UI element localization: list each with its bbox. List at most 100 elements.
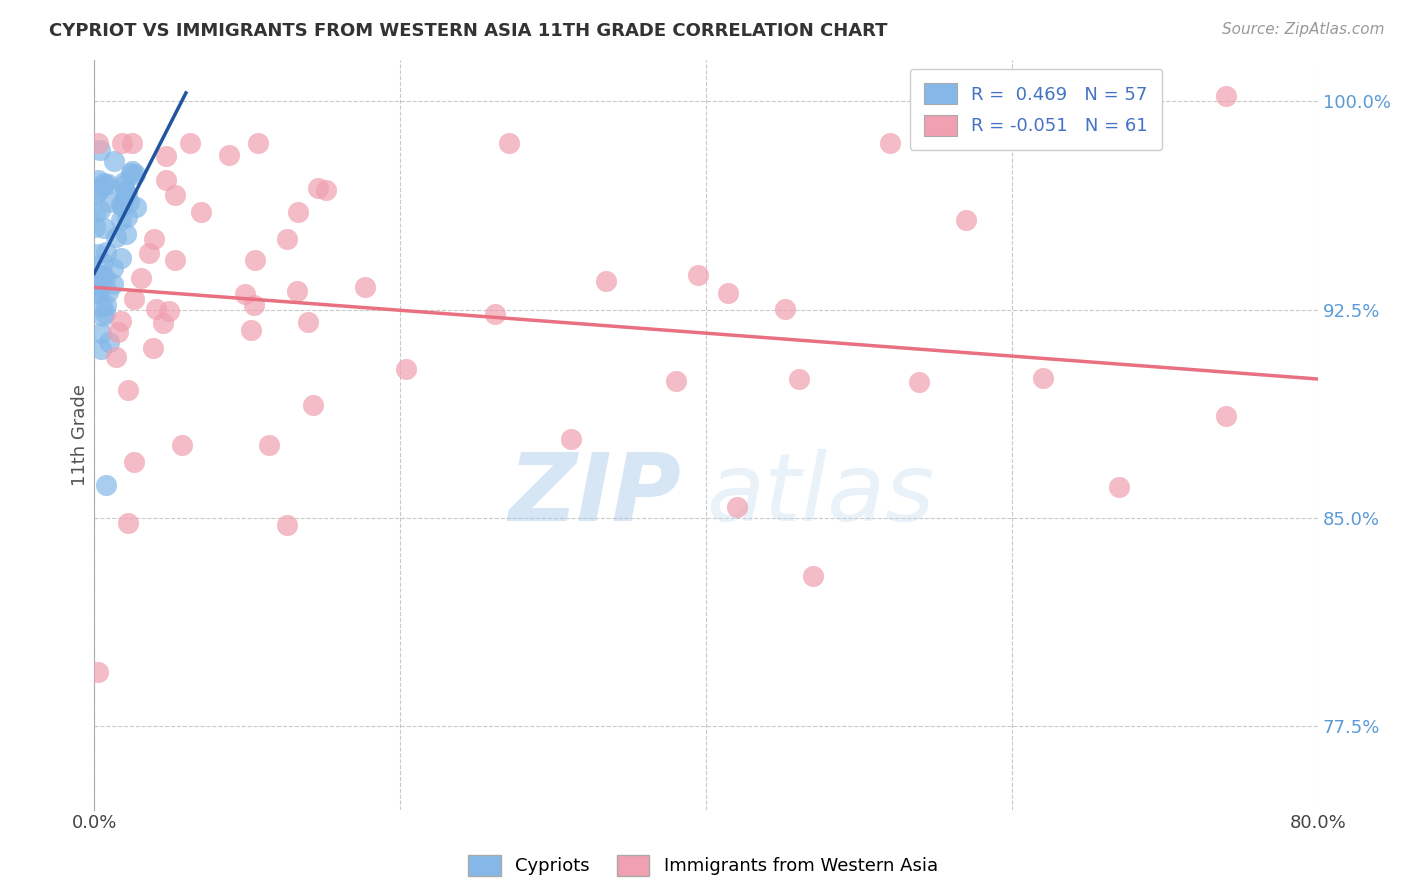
Point: [276, 232, 298, 246]
Point: [93, 176, 115, 190]
Y-axis label: 11th Grade: 11th Grade: [72, 384, 89, 485]
Point: [257, 438, 280, 452]
Text: atlas: atlas: [706, 449, 935, 540]
Point: [138, 246, 160, 260]
Point: [1108, 480, 1130, 494]
Point: [110, 314, 132, 328]
Point: [118, 194, 141, 209]
Point: [103, 154, 125, 169]
Point: [87, 285, 110, 300]
Text: CYPRIOT VS IMMIGRANTS FROM WESTERN ASIA 11TH GRADE CORRELATION CHART: CYPRIOT VS IMMIGRANTS FROM WESTERN ASIA …: [49, 22, 887, 40]
Point: [239, 323, 262, 337]
Point: [84, 285, 107, 300]
Point: [105, 230, 128, 244]
Point: [87, 172, 110, 186]
Point: [163, 253, 186, 268]
Point: [129, 271, 152, 285]
Point: [114, 185, 136, 199]
Point: [87, 665, 110, 679]
Point: [110, 252, 132, 266]
Point: [111, 136, 134, 150]
Legend: Cypriots, Immigrants from Western Asia: Cypriots, Immigrants from Western Asia: [461, 847, 945, 883]
Point: [117, 383, 139, 397]
Point: [1215, 409, 1237, 423]
Point: [155, 149, 177, 163]
Point: [145, 301, 167, 316]
Text: Source: ZipAtlas.com: Source: ZipAtlas.com: [1222, 22, 1385, 37]
Point: [89, 203, 111, 218]
Point: [96, 477, 118, 491]
Point: [89, 143, 111, 157]
Point: [86, 271, 108, 285]
Point: [97, 285, 120, 299]
Point: [104, 350, 127, 364]
Point: [93, 178, 115, 192]
Point: [114, 178, 136, 192]
Point: [98, 194, 121, 209]
Point: [142, 341, 165, 355]
Point: [354, 280, 377, 294]
Point: [91, 255, 114, 269]
Point: [84, 220, 107, 235]
Point: [115, 211, 138, 225]
Point: [90, 299, 112, 313]
Point: [83, 181, 105, 195]
Point: [93, 271, 115, 285]
Point: [155, 173, 177, 187]
Point: [688, 268, 710, 283]
Point: [94, 306, 117, 320]
Point: [1215, 88, 1237, 103]
Point: [955, 212, 977, 227]
Point: [157, 304, 180, 318]
Point: [879, 136, 901, 150]
Point: [484, 307, 506, 321]
Point: [110, 212, 132, 227]
Point: [103, 260, 125, 275]
Point: [107, 325, 129, 339]
Point: [301, 398, 323, 412]
Point: [125, 200, 148, 214]
Point: [276, 518, 298, 533]
Point: [121, 136, 143, 150]
Point: [179, 136, 201, 150]
Point: [110, 197, 132, 211]
Point: [115, 186, 138, 201]
Point: [725, 500, 748, 515]
Point: [87, 272, 110, 286]
Point: [121, 164, 143, 178]
Point: [152, 316, 174, 330]
Point: [83, 205, 105, 219]
Point: [86, 187, 108, 202]
Point: [124, 167, 146, 181]
Point: [595, 274, 617, 288]
Point: [243, 298, 266, 312]
Point: [787, 371, 810, 385]
Point: [498, 136, 520, 150]
Point: [114, 175, 136, 189]
Point: [908, 375, 931, 389]
Point: [395, 361, 418, 376]
Point: [90, 268, 112, 282]
Point: [90, 343, 112, 357]
Point: [93, 221, 115, 235]
Point: [218, 148, 240, 162]
Point: [247, 136, 270, 150]
Point: [287, 205, 309, 219]
Point: [190, 204, 212, 219]
Point: [86, 276, 108, 290]
Point: [243, 252, 266, 267]
Point: [142, 232, 165, 246]
Point: [120, 166, 142, 180]
Text: ZIP: ZIP: [509, 449, 682, 541]
Point: [83, 271, 105, 285]
Point: [773, 301, 796, 316]
Point: [90, 326, 112, 340]
Point: [315, 183, 337, 197]
Point: [96, 245, 118, 260]
Point: [93, 309, 115, 323]
Point: [560, 432, 582, 446]
Point: [86, 277, 108, 292]
Point: [101, 277, 124, 291]
Point: [664, 374, 686, 388]
Point: [285, 284, 308, 298]
